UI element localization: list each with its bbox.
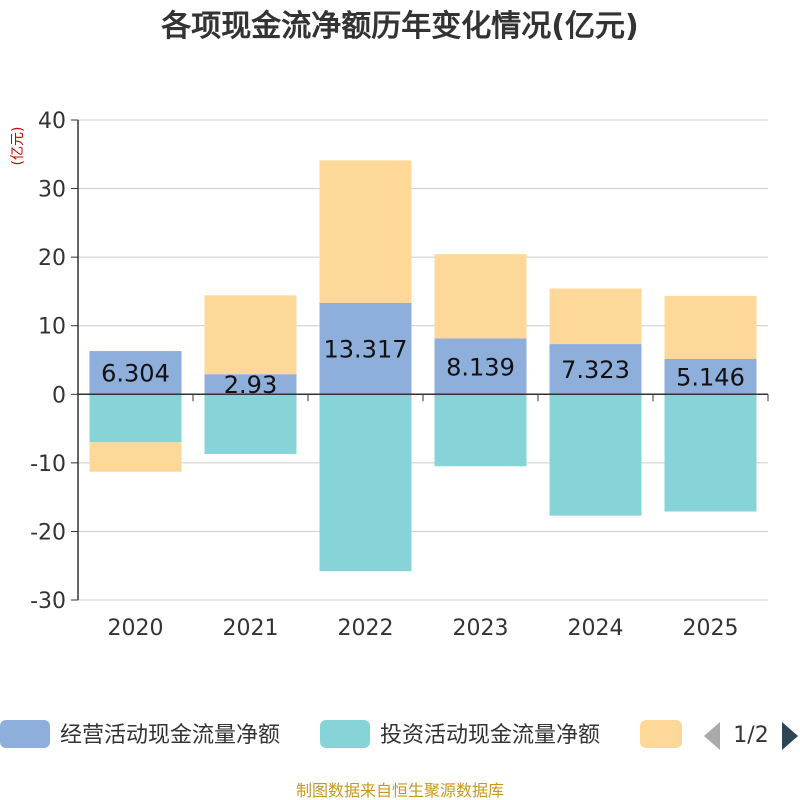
y-tick-label: -30 <box>30 589 66 614</box>
y-tick-label: -20 <box>30 520 66 545</box>
y-tick-label: 40 <box>38 109 66 134</box>
bar-2020-series-1[interactable] <box>89 394 182 443</box>
y-tick-label: 30 <box>38 178 66 203</box>
x-tick-label: 2021 <box>223 616 279 641</box>
chart-title: 各项现金流净额历年变化情况(亿元) <box>160 9 638 44</box>
data-labels: 6.304 2.93 13.317 8.139 7.323 5.146 <box>101 336 745 400</box>
bar-2024-series-2[interactable] <box>549 288 642 345</box>
bar-2020-series-0[interactable] <box>89 351 182 395</box>
bar-2024-series-1[interactable] <box>549 394 642 516</box>
legend-prev-page-icon[interactable] <box>704 722 720 750</box>
y-axis-unit-label: (亿元) <box>10 127 26 166</box>
legend-next-page-icon[interactable] <box>782 722 798 750</box>
legend-swatch-financing[interactable] <box>640 720 682 748</box>
data-label: 8.139 <box>446 353 515 381</box>
bar-2022-series-0[interactable] <box>319 302 412 395</box>
x-tick-label: 2023 <box>453 616 509 641</box>
legend-label-investing[interactable]: 投资活动现金流量净额 <box>380 723 600 748</box>
bar-2023-series-1[interactable] <box>434 394 527 467</box>
y-tick-label: 10 <box>38 315 66 340</box>
legend: 经营活动现金流量净额 投资活动现金流量净额 1/2 <box>0 720 798 750</box>
bar-2022-series-1[interactable] <box>319 394 412 572</box>
legend-swatch-investing[interactable] <box>320 720 370 748</box>
axes: -30 -20 -10 0 10 20 30 40 2020 2021 2022 2023 2024 20… <box>30 109 769 641</box>
y-tick-label: -10 <box>30 452 66 477</box>
bar-2024-series-0[interactable] <box>549 344 642 395</box>
y-tick-label: 0 <box>52 383 66 408</box>
data-label: 6.304 <box>101 360 170 388</box>
legend-swatch-operating[interactable] <box>0 720 50 748</box>
bar-2021-series-2[interactable] <box>204 295 297 375</box>
x-tick-label: 2020 <box>108 616 164 641</box>
bar-2023-series-2[interactable] <box>434 254 527 339</box>
x-tick-label: 2024 <box>568 616 624 641</box>
bar-2022-series-2[interactable] <box>319 160 412 303</box>
y-tick-label: 20 <box>38 246 66 271</box>
bar-2025-series-0[interactable] <box>664 358 757 395</box>
bars <box>89 160 757 572</box>
bar-2025-series-1[interactable] <box>664 394 757 512</box>
bar-2021-series-0[interactable] <box>204 374 297 395</box>
data-label: 7.323 <box>561 356 630 384</box>
x-tick-label: 2025 <box>683 616 739 641</box>
bar-2021-series-1[interactable] <box>204 394 297 454</box>
x-tick-label: 2022 <box>338 616 394 641</box>
data-label: 5.146 <box>676 364 745 392</box>
bar-2025-series-2[interactable] <box>664 295 757 359</box>
legend-page-indicator: 1/2 <box>733 723 768 748</box>
legend-label-operating[interactable]: 经营活动现金流量净额 <box>60 723 280 748</box>
bar-2023-series-0[interactable] <box>434 338 527 395</box>
bar-2020-series-2[interactable] <box>89 442 182 472</box>
data-label: 13.317 <box>324 336 408 364</box>
source-note: 制图数据来自恒生聚源数据库 <box>296 781 504 800</box>
data-label: 2.93 <box>224 371 277 399</box>
